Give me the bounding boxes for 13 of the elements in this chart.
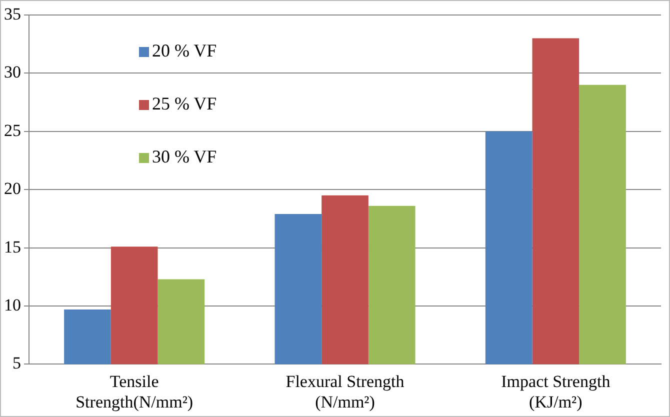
x-tick-label: Tensile Strength(N/mm²) [76,372,194,412]
legend-label: 25 % VF [152,94,217,114]
legend-label: 30 % VF [152,146,217,167]
legend-label: 20 % VF [152,40,217,61]
x-tick-label: Impact Strength (KJ/m²) [501,372,611,412]
y-tick-label: 30 [4,62,21,82]
y-tick-label: 15 [4,237,21,256]
y-tick-label: 5 [12,354,21,373]
y-tick-label: 35 [4,4,21,24]
x-tick-label: Flexural Strength (N/mm²) [286,372,405,412]
y-tick-label: 20 [4,179,21,198]
y-tick-label: 10 [4,295,21,314]
y-tick-label: 25 [4,120,21,140]
